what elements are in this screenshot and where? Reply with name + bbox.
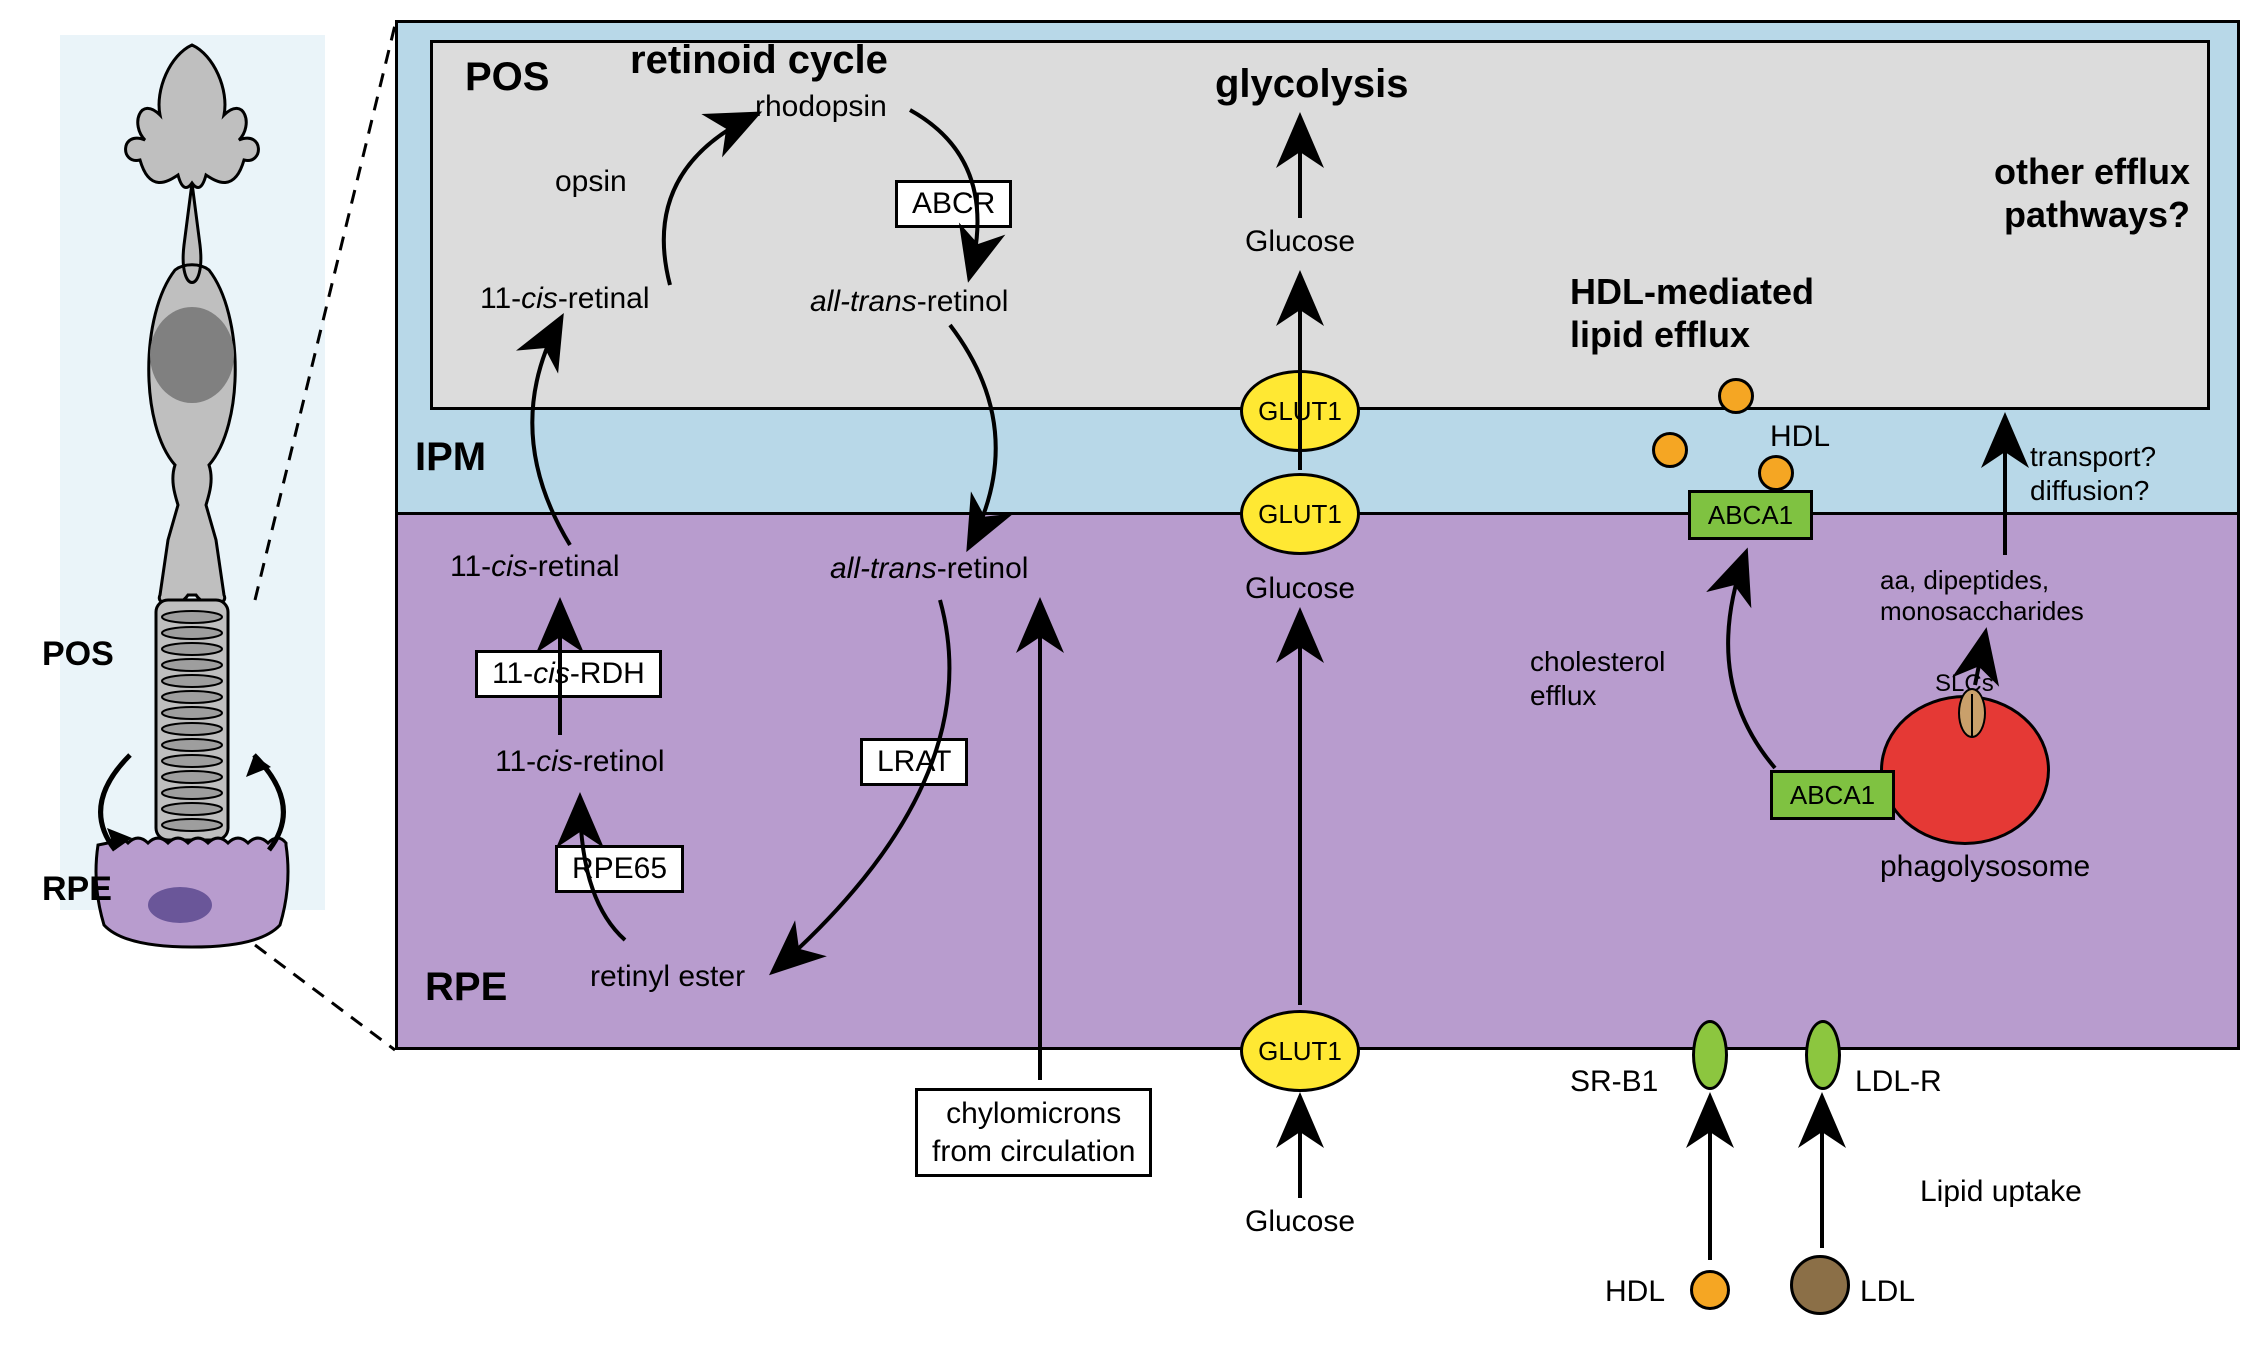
ldl-bottom-label: LDL xyxy=(1860,1275,1915,1309)
ldlr-label: LDL-R xyxy=(1855,1065,1942,1099)
rpe65-box: RPE65 xyxy=(555,845,684,893)
hdl-ipm-label: HDL xyxy=(1770,420,1830,454)
ldl-bottom-circle xyxy=(1790,1255,1850,1315)
photoreceptor-cell xyxy=(60,35,325,955)
cis-retinal-rpe: 11-cis-retinal xyxy=(450,550,620,584)
slc-transporter xyxy=(1958,688,1986,738)
glut1-mid: GLUT1 xyxy=(1240,473,1360,555)
srb1-receptor xyxy=(1692,1020,1728,1090)
hdl-bottom-label: HDL xyxy=(1605,1275,1665,1309)
hdl-title: HDL-mediatedlipid efflux xyxy=(1570,270,1814,356)
cholesterol-efflux: cholesterolefflux xyxy=(1530,645,1665,712)
cis-retinal-top: 11-cis-retinal xyxy=(480,282,650,316)
lrat-box: LRAT xyxy=(860,738,968,786)
hdl-circle-3 xyxy=(1758,455,1794,491)
lipid-uptake-label: Lipid uptake xyxy=(1920,1175,2082,1209)
abca1-phago: ABCA1 xyxy=(1770,770,1895,820)
srb1-label: SR-B1 xyxy=(1570,1065,1658,1099)
glucose-bot: Glucose xyxy=(1245,1205,1355,1239)
chylo-l2: from circulation xyxy=(932,1135,1135,1168)
phagolysosome-label: phagolysosome xyxy=(1880,850,2090,884)
abcr-text: ABCR xyxy=(912,187,995,220)
rpe-label: RPE xyxy=(425,965,507,1010)
inset-rpe-label: RPE xyxy=(42,870,112,909)
retinyl-ester: retinyl ester xyxy=(590,960,745,994)
opsin-label: opsin xyxy=(555,165,627,199)
ldlr-receptor xyxy=(1805,1020,1841,1090)
glycolysis-title: glycolysis xyxy=(1215,62,1408,107)
lrat-text: LRAT xyxy=(877,745,951,778)
chylomicrons-box: chylomicrons from circulation xyxy=(915,1088,1152,1177)
chylo-l1: chylomicrons xyxy=(946,1097,1121,1130)
cis-retinol: 11-cis-retinol xyxy=(495,745,665,779)
glucose-top: Glucose xyxy=(1245,225,1355,259)
rpe65-text: RPE65 xyxy=(572,852,667,885)
glut1-top: GLUT1 xyxy=(1240,370,1360,452)
transport-diffusion: transport?diffusion? xyxy=(2030,440,2156,507)
cis-rdh-box: 11-cis-RDH xyxy=(475,650,662,698)
all-trans-retinol-top: all-trans-retinol xyxy=(810,285,1008,319)
glucose-mid: Glucose xyxy=(1245,572,1355,606)
aa-dipeptides: aa, dipeptides,monosaccharides xyxy=(1880,565,2084,627)
rhodopsin-label: rhodopsin xyxy=(755,90,887,124)
abca1-membrane: ABCA1 xyxy=(1688,490,1813,540)
abcr-box: ABCR xyxy=(895,180,1012,228)
hdl-circle-2 xyxy=(1652,432,1688,468)
retinoid-title: retinoid cycle xyxy=(630,38,888,83)
other-efflux: other effluxpathways? xyxy=(1940,150,2190,236)
inset-pos-label: POS xyxy=(42,635,114,674)
hdl-circle-1 xyxy=(1718,378,1754,414)
ipm-label: IPM xyxy=(415,435,486,480)
glut1-bot: GLUT1 xyxy=(1240,1010,1360,1092)
all-trans-retinol-rpe: all-trans-retinol xyxy=(830,552,1028,586)
hdl-bottom-circle xyxy=(1690,1270,1730,1310)
pos-label: POS xyxy=(465,55,549,100)
